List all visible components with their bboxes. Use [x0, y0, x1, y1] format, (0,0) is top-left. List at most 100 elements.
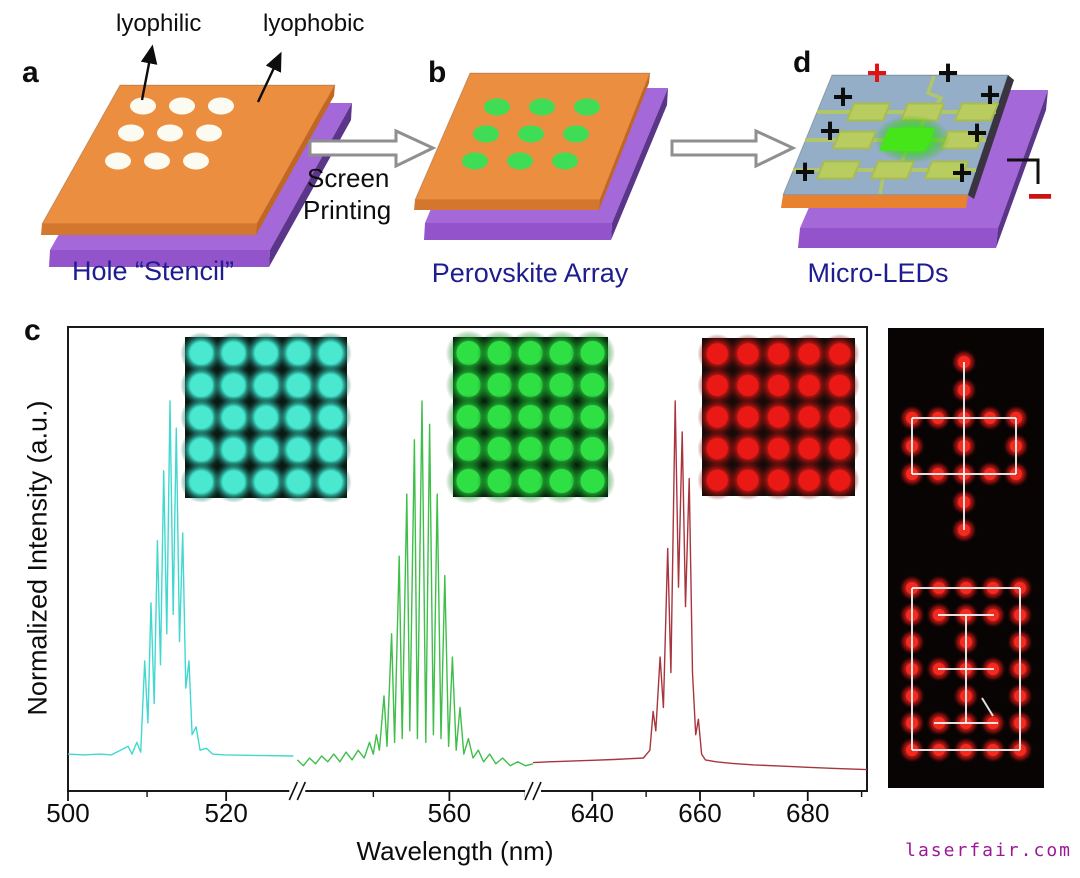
emitting-pixel	[879, 128, 935, 151]
led-dot	[287, 374, 310, 397]
substrate-front-face	[798, 228, 998, 248]
led-dot	[456, 469, 481, 493]
plus-electrode-icon: +	[966, 112, 988, 153]
substrate-side-face	[996, 90, 1048, 248]
panel-label-a: a	[22, 56, 39, 89]
led-dot	[549, 373, 574, 397]
minus-electrode-icon: −	[1027, 172, 1053, 221]
led-dot	[829, 469, 851, 491]
negative-lead-wire	[1007, 158, 1040, 184]
led-dot	[487, 405, 512, 429]
inset-cyan-led-array-photo	[180, 332, 352, 503]
chip-side-face	[968, 75, 1014, 199]
led-dot	[255, 406, 277, 429]
led-dot	[287, 406, 310, 429]
x-tick-label: 520	[204, 798, 248, 828]
led-dot	[255, 470, 277, 493]
led-dot	[798, 438, 820, 460]
led-dot	[287, 342, 310, 365]
led-dot	[287, 470, 310, 493]
led-dot	[222, 470, 245, 493]
led-dot	[768, 438, 789, 460]
perovskite-dots	[462, 98, 600, 170]
led-dot	[706, 438, 728, 460]
caption-micro-leds: Micro-LEDs	[807, 258, 949, 288]
led-dot	[706, 406, 728, 428]
led-dot	[456, 405, 481, 429]
led-dot	[222, 342, 245, 365]
led-dot	[768, 469, 789, 491]
led-dot	[222, 406, 245, 429]
led-dot	[580, 469, 605, 493]
screen-printing-label-line1: Screen	[307, 163, 390, 193]
axis-break-slash	[532, 781, 542, 801]
led-dot	[798, 374, 820, 396]
spectrum-red-655nm	[532, 400, 868, 771]
led-dot	[768, 374, 789, 396]
lyophilic-label: lyophilic	[116, 10, 202, 37]
inset-green-led-array-photo	[445, 330, 616, 504]
plus-electrode-icon: +	[937, 52, 959, 93]
led-dot	[737, 469, 759, 491]
led-dot	[456, 341, 481, 365]
caption-perovskite-array: Perovskite Array	[431, 258, 629, 288]
led-dot	[287, 438, 310, 461]
plus-electrode-icon: +	[794, 151, 816, 192]
plus-electrode-icon: +	[832, 76, 854, 117]
x-axis-ticks	[67, 781, 863, 801]
led-dot	[706, 343, 728, 365]
led-pattern-character-guo	[899, 575, 1033, 763]
stencil-side-face	[256, 85, 335, 235]
led-dot	[518, 373, 543, 397]
x-tick-label: 660	[678, 798, 722, 828]
led-dot	[456, 437, 481, 461]
plus-electrode-icon: +	[979, 74, 1001, 115]
led-dot	[706, 469, 728, 491]
stencil-side-face	[599, 73, 650, 210]
plus-electrode-icon: +	[951, 152, 973, 193]
led-dot	[549, 405, 574, 429]
led-dot	[737, 438, 759, 460]
led-dot	[222, 438, 245, 461]
schematic-perovskite-array	[414, 72, 668, 240]
lyophobic-label: lyophobic	[263, 10, 365, 37]
spectrum-cyan-512nm	[67, 400, 294, 757]
chip-bottom-electrode-strip	[781, 195, 968, 208]
schematic-hole-stencil	[41, 44, 352, 267]
schematic-micro-leds	[781, 74, 1048, 248]
led-dot	[487, 373, 512, 397]
led-dot	[829, 343, 851, 365]
led-dot	[580, 437, 605, 461]
axis-break-slash	[524, 781, 534, 801]
led-dot	[737, 406, 759, 428]
process-arrow-icon	[308, 128, 437, 169]
x-tick-label: 500	[46, 798, 90, 828]
watermark: laserfair.com	[905, 840, 1072, 861]
led-dot	[549, 437, 574, 461]
axis-break-slash	[288, 781, 299, 801]
x-tick-label: 640	[570, 798, 614, 828]
led-dot	[549, 469, 574, 493]
x-tick-label: 680	[786, 798, 830, 828]
stencil-front-face	[41, 224, 257, 235]
x-tick-label: 560	[427, 798, 472, 828]
led-dot	[580, 373, 605, 397]
led-dot	[798, 343, 820, 365]
axis-break-gap	[289, 783, 306, 799]
panel-label-d: d	[793, 46, 812, 79]
axis-break-slash	[296, 781, 307, 801]
led-dot	[456, 373, 481, 397]
substrate-side-face	[611, 88, 668, 240]
led-dot	[487, 341, 512, 365]
led-dot	[768, 343, 789, 365]
led-dot	[518, 341, 543, 365]
screen-printing-label-line2: Printing	[303, 195, 392, 225]
led-dot	[190, 438, 213, 461]
spectrum-green-556nm	[296, 400, 534, 767]
led-dot	[255, 374, 277, 397]
led-dot	[255, 438, 277, 461]
stencil-front-face	[414, 200, 600, 210]
inset-red-led-array-photo	[697, 333, 860, 501]
electrode-pads	[816, 102, 999, 180]
panel-label-b: b	[428, 56, 447, 89]
